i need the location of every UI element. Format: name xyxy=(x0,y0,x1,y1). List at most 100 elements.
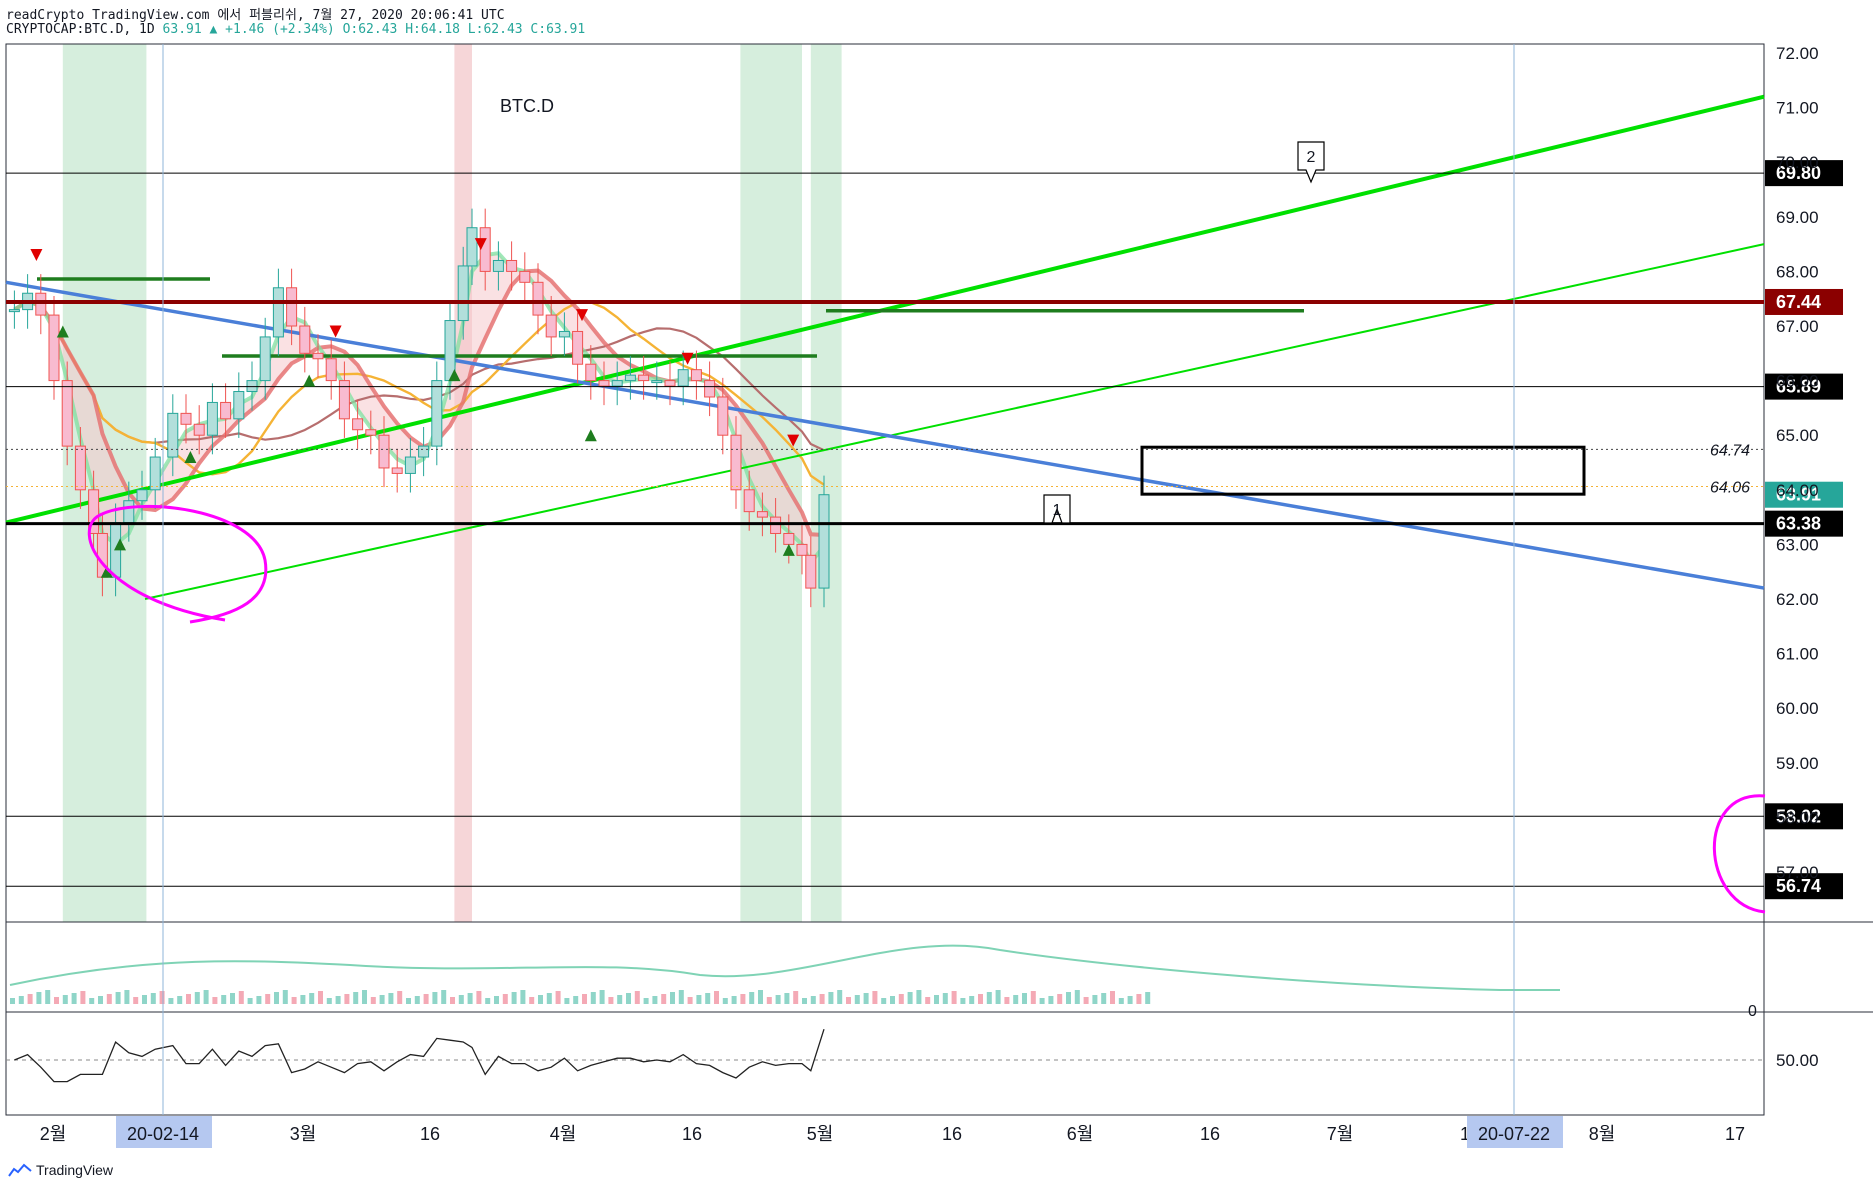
x-tick-9: 7월 xyxy=(1327,1124,1354,1144)
volume-bar xyxy=(388,993,394,1004)
y-tick-9: 63.00 xyxy=(1776,535,1819,554)
y-tick-14: 58.00 xyxy=(1776,808,1819,827)
buy-arrow-icon xyxy=(584,429,597,442)
candle-body-60 xyxy=(796,543,808,556)
candle-body-4 xyxy=(61,380,73,447)
publish-info: readCrypto TradingView.com 에서 퍼블리쉬, 7월 2… xyxy=(6,8,505,23)
volume-bar xyxy=(951,991,957,1004)
volume-bar xyxy=(995,990,1001,1004)
volume-bar xyxy=(177,996,183,1004)
sell-arrow-icon xyxy=(576,309,588,322)
volume-bar xyxy=(978,994,983,1004)
volume-bar xyxy=(194,992,200,1004)
highlight-band-3 xyxy=(810,44,842,922)
volume-bar xyxy=(643,998,649,1004)
candle-body-50 xyxy=(664,380,676,387)
price-tag-text: 56.74 xyxy=(1776,876,1821,896)
volume-bar xyxy=(749,992,755,1004)
volume-bar xyxy=(740,994,746,1004)
candle-body-11 xyxy=(149,456,161,491)
candle-body-47 xyxy=(624,374,636,382)
time-axis: 2월3월164월165월166월167월168월1720-02-1420-07-… xyxy=(40,44,1745,1148)
volume-bar xyxy=(186,994,191,1004)
volume-bar xyxy=(626,993,631,1004)
volume-bar xyxy=(282,990,288,1004)
y-tick-10: 62.00 xyxy=(1776,590,1819,609)
candle-body-32 xyxy=(431,380,443,447)
blue-downtrend-line xyxy=(5,280,1765,590)
volume-bar xyxy=(124,990,130,1004)
buy-arrow-icon xyxy=(303,374,316,387)
volume-bar xyxy=(837,990,843,1004)
volume-bar xyxy=(1136,994,1142,1004)
candle-body-24 xyxy=(325,358,337,382)
x-tick-4: 16 xyxy=(682,1124,702,1144)
y-tick-12: 60.00 xyxy=(1776,699,1819,718)
buy-arrow-icon xyxy=(448,369,461,382)
x-highlight-1: 20-07-22 xyxy=(1478,1124,1550,1144)
x-tick-2: 16 xyxy=(420,1124,440,1144)
x-highlight-bg-0 xyxy=(116,1116,212,1148)
candle-body-12 xyxy=(167,412,179,458)
range-box xyxy=(1140,445,1586,496)
volume-bar xyxy=(1066,992,1071,1004)
callout-label-1: 1 xyxy=(1053,502,1062,519)
volume-bar xyxy=(18,996,24,1004)
symbol-info: CRYPTOCAP:BTC.D, 1D 63.91 ▲ +1.46 (+2.34… xyxy=(6,22,585,37)
price-change: ▲ +1.46 (+2.34%) xyxy=(209,22,335,37)
volume-bar xyxy=(1057,994,1063,1004)
volume-bar xyxy=(784,993,790,1004)
volume-bar xyxy=(925,997,931,1004)
candle-body-61 xyxy=(805,554,817,589)
buy-arrow-icon xyxy=(782,543,795,556)
volume-bar xyxy=(98,996,103,1004)
lower-indicator-panes: 050.00 xyxy=(6,944,1819,1083)
candle-body-28 xyxy=(378,434,390,469)
callout-bubble-1 xyxy=(1043,494,1071,524)
volume-bar xyxy=(10,998,15,1004)
sell-arrow-icon xyxy=(329,325,342,338)
volume-bar xyxy=(819,994,825,1004)
volume-bar xyxy=(546,993,552,1004)
volume-bar xyxy=(1110,991,1115,1004)
volume-bar xyxy=(793,991,799,1004)
magenta-circle-left xyxy=(87,504,268,624)
candle-body-29 xyxy=(391,467,403,474)
candle-body-18 xyxy=(246,380,258,393)
y-tick-7: 65.00 xyxy=(1776,426,1819,445)
volume-bar xyxy=(766,997,772,1004)
volume-bar xyxy=(678,990,684,1004)
volume-bar xyxy=(370,997,376,1004)
candle-body-23 xyxy=(312,352,324,360)
volume-bar xyxy=(476,991,482,1004)
y-tick-1: 71.00 xyxy=(1776,99,1819,118)
price-tag-text: 58.02 xyxy=(1776,806,1821,826)
candle-body-27 xyxy=(365,429,377,436)
candle-body-45 xyxy=(598,380,610,387)
price-tag-bg xyxy=(1765,373,1843,400)
x-tick-6: 16 xyxy=(942,1124,962,1144)
x-tick-7: 6월 xyxy=(1067,1124,1094,1144)
volume-bar xyxy=(133,997,139,1004)
volume-bar xyxy=(881,998,887,1004)
volume-bar xyxy=(142,995,147,1004)
volume-bar xyxy=(238,991,244,1004)
volume-bar xyxy=(221,995,227,1004)
volume-bar xyxy=(291,997,297,1004)
candle-body-40 xyxy=(532,281,544,316)
volume-bar xyxy=(502,994,508,1004)
price-tag-bg xyxy=(1765,873,1843,900)
price-tag-bg xyxy=(1765,481,1843,508)
candle-body-43 xyxy=(572,330,584,365)
candle-body-9 xyxy=(123,500,135,524)
price-tag-text: 63.38 xyxy=(1776,514,1821,534)
volume-bar xyxy=(1092,995,1098,1004)
volume-bar xyxy=(775,995,781,1004)
rsi-line xyxy=(14,1029,825,1083)
tradingview-logo-icon xyxy=(8,1163,32,1177)
volume-bar xyxy=(898,994,904,1004)
volume-bar xyxy=(45,990,51,1004)
volume-bar xyxy=(1004,997,1010,1004)
chart-border xyxy=(5,43,1765,1116)
